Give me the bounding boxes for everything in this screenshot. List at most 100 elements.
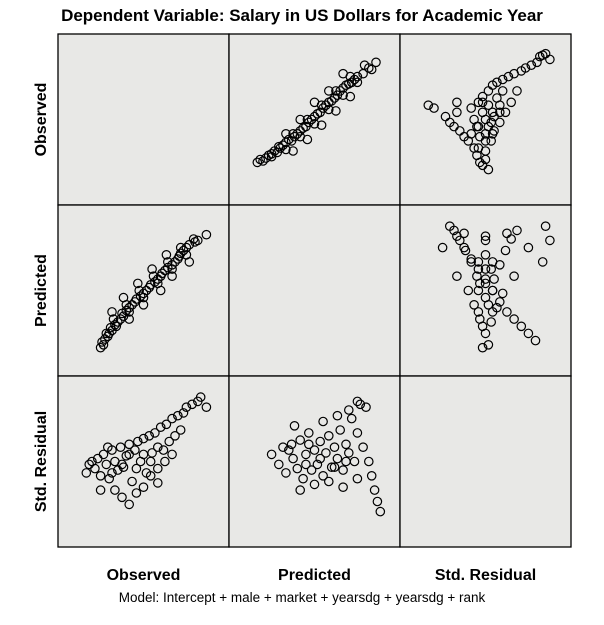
data-point bbox=[147, 264, 157, 274]
data-point bbox=[477, 321, 488, 332]
data-point bbox=[477, 91, 488, 102]
data-point bbox=[252, 157, 263, 168]
data-point bbox=[487, 307, 498, 317]
data-point bbox=[335, 425, 345, 435]
data-point bbox=[352, 71, 363, 82]
data-point bbox=[161, 250, 172, 260]
data-point bbox=[500, 245, 511, 256]
data-point bbox=[124, 314, 134, 324]
data-point bbox=[323, 104, 334, 115]
data-point bbox=[315, 453, 325, 464]
data-point bbox=[492, 93, 502, 103]
data-point bbox=[341, 456, 351, 467]
data-point bbox=[489, 274, 499, 284]
data-point bbox=[133, 436, 143, 447]
data-point bbox=[153, 463, 163, 474]
data-point bbox=[329, 93, 340, 103]
data-point bbox=[359, 60, 370, 70]
data-point bbox=[512, 86, 522, 96]
data-point bbox=[474, 278, 485, 289]
data-point bbox=[298, 473, 308, 484]
data-point bbox=[144, 430, 154, 441]
data-point bbox=[138, 299, 149, 310]
data-point bbox=[452, 107, 462, 118]
data-point bbox=[466, 257, 476, 267]
data-point bbox=[469, 299, 479, 310]
data-point bbox=[101, 459, 112, 470]
panel-predicted-vs-predicted bbox=[228, 204, 401, 377]
data-point bbox=[167, 264, 177, 274]
data-point bbox=[175, 242, 186, 253]
data-point bbox=[352, 473, 363, 484]
data-point bbox=[124, 302, 134, 313]
data-point bbox=[288, 146, 298, 156]
data-point bbox=[512, 225, 522, 236]
data-point bbox=[323, 476, 334, 487]
data-point bbox=[338, 68, 348, 79]
data-point bbox=[95, 342, 106, 353]
data-point bbox=[281, 129, 291, 139]
data-point bbox=[483, 121, 494, 132]
data-point bbox=[158, 445, 169, 455]
data-point bbox=[502, 228, 512, 239]
data-point bbox=[366, 64, 377, 75]
row-label-observed: Observed bbox=[33, 83, 50, 157]
data-point bbox=[516, 321, 527, 332]
data-point bbox=[487, 107, 498, 118]
data-point bbox=[292, 463, 303, 474]
data-point bbox=[312, 459, 323, 470]
data-point bbox=[452, 271, 462, 281]
data-point bbox=[375, 506, 386, 517]
data-point bbox=[460, 245, 471, 256]
data-point bbox=[315, 436, 325, 447]
data-point bbox=[318, 416, 328, 427]
data-point bbox=[473, 307, 484, 317]
data-point bbox=[145, 470, 156, 481]
data-point bbox=[318, 470, 328, 481]
data-point bbox=[167, 413, 177, 424]
data-point bbox=[473, 143, 484, 153]
data-point bbox=[157, 268, 167, 279]
data-point bbox=[148, 271, 159, 281]
data-point bbox=[372, 496, 383, 507]
panel-std-residual-vs-observed bbox=[57, 375, 230, 548]
data-point bbox=[463, 285, 474, 296]
panel-observed-vs-std-residual bbox=[399, 33, 572, 206]
data-point bbox=[487, 285, 498, 296]
data-point bbox=[346, 413, 357, 424]
data-point bbox=[329, 462, 340, 472]
data-point bbox=[429, 103, 439, 113]
data-point bbox=[133, 278, 143, 289]
data-point bbox=[474, 157, 485, 168]
data-point bbox=[509, 314, 519, 324]
data-point bbox=[366, 470, 377, 481]
data-point bbox=[331, 106, 341, 116]
data-point bbox=[480, 231, 491, 241]
data-point bbox=[155, 285, 166, 296]
data-point bbox=[98, 449, 109, 460]
data-point bbox=[138, 433, 149, 444]
data-point bbox=[500, 107, 511, 118]
data-point bbox=[127, 476, 137, 487]
data-point bbox=[523, 242, 534, 253]
data-point bbox=[540, 221, 551, 231]
data-point bbox=[452, 97, 462, 108]
column-label-std-residual: Std. Residual bbox=[435, 567, 536, 584]
data-point bbox=[497, 288, 508, 299]
data-point bbox=[81, 468, 92, 478]
data-point bbox=[449, 225, 459, 236]
data-point bbox=[178, 408, 189, 418]
panel-layer bbox=[57, 33, 572, 548]
data-point bbox=[187, 399, 197, 410]
data-point bbox=[173, 410, 183, 421]
data-point bbox=[97, 337, 107, 347]
data-point bbox=[321, 448, 331, 458]
data-point bbox=[363, 456, 374, 467]
data-point bbox=[201, 229, 212, 240]
data-point bbox=[545, 235, 555, 246]
data-point bbox=[369, 485, 380, 495]
data-point bbox=[302, 114, 313, 125]
data-point bbox=[288, 453, 298, 464]
data-point bbox=[95, 485, 106, 495]
data-point bbox=[266, 151, 277, 162]
